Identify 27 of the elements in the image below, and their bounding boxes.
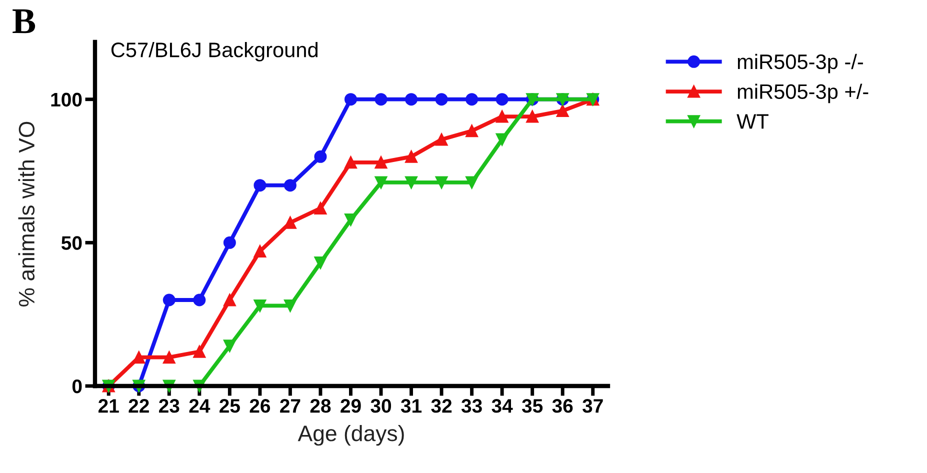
legend-label: miR505-3p -/- [738,54,863,74]
y-axis-title: % animals with VO [18,122,35,306]
y-tick-label: 100 [51,92,82,107]
x-tick-label: 35 [522,399,543,413]
x-tick-label: 31 [400,399,422,413]
x-tick-label: 33 [461,399,482,413]
x-tick-label: 37 [582,399,603,413]
x-tick-label: 30 [370,399,392,413]
chart-title: C57/BL6J Background [111,42,318,62]
legend-label: WT [736,114,768,129]
x-tick-label: 32 [431,399,452,413]
x-tick-label: 34 [492,399,513,413]
legend-label: miR505-3p +/- [738,84,868,104]
x-tick-label: 21 [98,399,119,413]
x-tick-label: 22 [128,399,149,413]
x-tick-label: 26 [250,399,270,413]
x-tick-label: 23 [159,399,180,413]
x-tick-label: 29 [340,399,361,413]
x-tick-label: 28 [310,399,331,413]
x-tick-label: 36 [552,399,573,413]
x-tick-label: 27 [280,399,300,413]
x-tick-label: 24 [189,399,210,413]
y-tick-label: 50 [61,236,82,250]
text: B [12,9,36,34]
y-tick-label: 0 [72,379,82,394]
x-axis-title: Age (days) [298,424,404,446]
x-tick-label: 25 [220,399,240,413]
